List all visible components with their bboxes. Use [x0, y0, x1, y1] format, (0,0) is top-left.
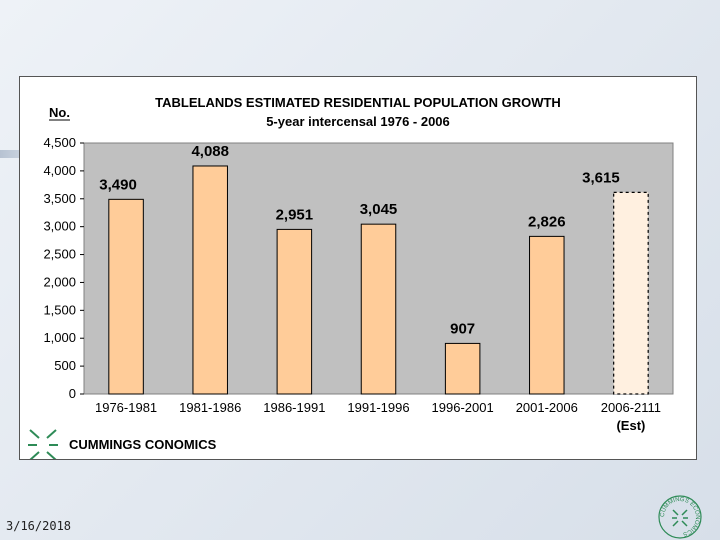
bar [108, 198, 144, 395]
chart-title: TABLELANDS ESTIMATED RESIDENTIAL POPULAT… [155, 95, 561, 110]
y-tick-label: 4,500 [43, 135, 76, 150]
plot-marks: 0 500 1,000 1,500 2,000 2,500 3,000 3,500 4,000 4… [43, 135, 661, 433]
x-tick-label: 1991-1996 [347, 400, 409, 415]
chart-subtitle: 5-year intercensal 1976 - 2006 [266, 114, 450, 129]
y-tick-label: 3,000 [43, 219, 76, 234]
brand-seal-ring [658, 495, 702, 539]
bar [444, 342, 481, 395]
y-tick-label: 3,500 [43, 191, 76, 206]
y-tick-label: 1,000 [43, 330, 76, 345]
y-tick-label: 0 [69, 386, 76, 401]
y-tick-label: 2,000 [43, 274, 76, 289]
x-tick-label: 1986-1991 [263, 400, 325, 415]
y-tick-label: 2,500 [43, 247, 76, 262]
brand-seal-text: CUMMINGS ECONOMICS [660, 497, 700, 537]
brand-seal: CUMMINGS ECONOMICS [658, 495, 702, 539]
bar-value-label: 4,088 [191, 143, 229, 160]
bar-value-label: 3,490 [99, 176, 137, 193]
bar-estimated [613, 191, 649, 395]
bar [360, 223, 397, 395]
chart-frame: TABLELANDS ESTIMATED RESIDENTIAL POPULAT… [19, 76, 697, 461]
x-tick-sublabel: (Est) [616, 418, 645, 433]
brand-logo [28, 429, 58, 461]
y-tick-label: 500 [54, 358, 76, 373]
x-tick-label: 2006-2111 [601, 400, 661, 415]
bar-value-label: 907 [450, 320, 475, 337]
bar-value-label: 3,615 [582, 169, 620, 186]
y-axis-label: No. [49, 105, 70, 120]
bar [192, 165, 228, 395]
bar [276, 228, 313, 395]
x-tick-label: 1976-1981 [95, 400, 157, 415]
bar-value-label: 3,045 [360, 201, 398, 218]
x-tick-label: 1981-1986 [179, 400, 241, 415]
bar-value-label: 2,951 [276, 206, 314, 223]
y-tick-label: 4,000 [43, 163, 76, 178]
brand-seal-mark [672, 509, 688, 527]
footer-date: 3/16/2018 [6, 519, 72, 533]
x-tick-label: 2001-2006 [516, 400, 578, 415]
y-tick-label: 1,500 [43, 302, 76, 317]
x-tick-label: 1996-2001 [432, 400, 494, 415]
bar-value-label: 2,826 [528, 213, 566, 230]
brand-name: CUMMINGS CONOMICS [69, 437, 217, 452]
bar [529, 235, 565, 395]
bar-chart: TABLELANDS ESTIMATED RESIDENTIAL POPULAT… [28, 95, 674, 461]
